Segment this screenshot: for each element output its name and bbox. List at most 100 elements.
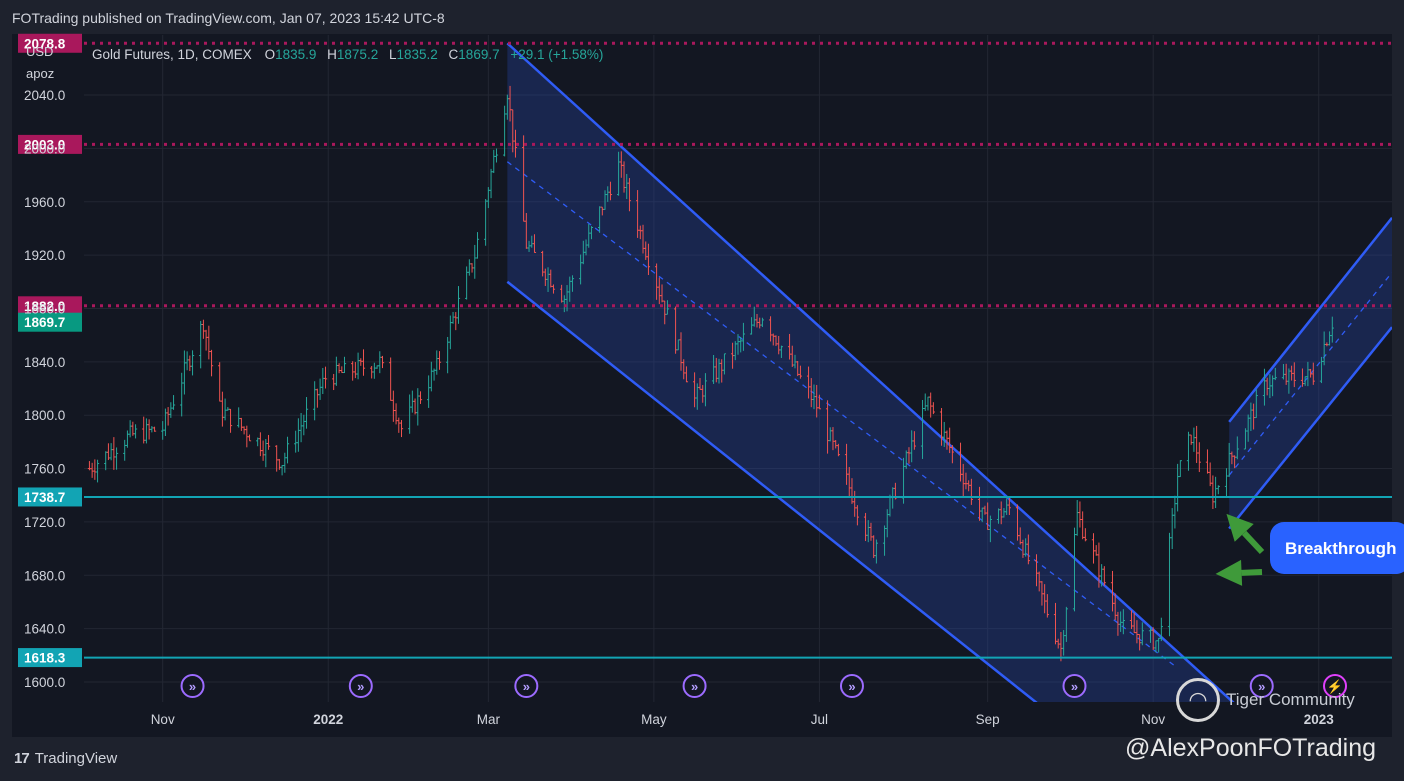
- level-tag-label: 2003.0: [24, 137, 65, 152]
- ohlc-bar: [912, 431, 916, 450]
- change-value: +29.1 (+1.58%): [510, 47, 603, 62]
- ohlc-bar: [399, 420, 404, 438]
- gridlines: [84, 35, 1392, 702]
- ohlc-bar: [1159, 617, 1163, 642]
- level-tag: [18, 487, 82, 507]
- event-marker-icon[interactable]: »: [1062, 674, 1087, 698]
- ohlc-bar: [760, 317, 765, 328]
- up-channel-lower-line: [1228, 326, 1392, 530]
- event-marker-ring[interactable]: [1249, 674, 1274, 698]
- breakthrough-callout: [1270, 522, 1404, 574]
- ohlc-bar: [1026, 534, 1030, 565]
- ohlc-bar: [1064, 606, 1068, 642]
- open-label: O: [265, 47, 276, 62]
- event-marker-ring[interactable]: [682, 674, 707, 698]
- low-value: 1835.2: [396, 47, 437, 62]
- level-tag-label: 2078.8: [24, 36, 66, 51]
- brand-text: TradingView: [34, 750, 118, 767]
- tradingview-brand[interactable]: 17 TradingView: [14, 750, 117, 767]
- event-marker-icon[interactable]: »: [514, 674, 539, 698]
- event-marker-ring[interactable]: [514, 674, 539, 698]
- ohlc-bar: [361, 349, 366, 376]
- event-marker-icon[interactable]: »: [1249, 674, 1274, 698]
- open-value: 1835.9: [275, 47, 316, 62]
- last-price-label: 1869.7: [24, 315, 65, 330]
- ohlc-bar: [570, 275, 575, 292]
- event-marker-glyph: »: [357, 679, 364, 694]
- level-tag: [18, 648, 82, 668]
- event-marker-icon[interactable]: ⚡: [1323, 674, 1348, 698]
- y-tick-label: 1880.0: [24, 301, 65, 316]
- ohlc-legend: Gold Futures, 1D, COMEX O1835.9 H1875.2 …: [92, 47, 603, 62]
- level-tag: [18, 296, 82, 316]
- ohlc-bar: [1254, 389, 1258, 419]
- event-marker-ring[interactable]: [348, 674, 373, 698]
- y-tick-label: 2040.0: [24, 88, 65, 103]
- ohlc-bar: [1197, 442, 1201, 473]
- ohlc-bar: [1273, 367, 1277, 381]
- close-label: C: [449, 47, 459, 62]
- published-header: FOTrading published on TradingView.com, …: [12, 10, 445, 26]
- ohlc-bar: [722, 353, 727, 375]
- event-marker-glyph: »: [848, 679, 855, 694]
- ohlc-bar: [247, 434, 252, 442]
- y-tick-label: 1640.0: [24, 622, 65, 637]
- ohlc-bar: [266, 434, 271, 450]
- event-marker-ring[interactable]: [1062, 674, 1087, 698]
- low-label: L: [389, 47, 397, 62]
- event-markers: » » » » » » » ⚡: [180, 674, 1348, 698]
- breakthrough-arrow-shaft: [1241, 569, 1263, 576]
- ohlc-bar: [285, 436, 290, 464]
- ohlc-bar: [779, 345, 784, 358]
- ohlc-bar: [1045, 594, 1049, 618]
- event-marker-glyph: »: [523, 679, 530, 694]
- event-marker-icon[interactable]: »: [348, 674, 373, 698]
- ohlc-bar: [228, 408, 233, 433]
- breakthrough-arrow-head: [1226, 513, 1254, 542]
- breakthrough-arrow-head: [1215, 559, 1243, 586]
- event-marker-glyph: »: [1258, 679, 1265, 694]
- legend: USD apoz Gold Futures, 1D, COMEX O1835.9…: [26, 44, 603, 81]
- x-tick-label: Nov: [1141, 712, 1165, 727]
- event-marker-icon[interactable]: »: [839, 674, 864, 698]
- ohlc-bar: [513, 129, 518, 158]
- level-tag: [18, 33, 82, 53]
- ohlc-bar: [969, 478, 973, 505]
- ohlc-bar: [342, 356, 347, 374]
- event-marker-icon[interactable]: »: [682, 674, 707, 698]
- breakthrough-arrow-shaft: [1242, 530, 1265, 555]
- ohlc-bar: [608, 181, 613, 201]
- event-marker-ring[interactable]: [180, 674, 205, 698]
- y-tick-label: 1840.0: [24, 355, 65, 370]
- x-tick-label: Jul: [811, 712, 828, 727]
- ohlc-bar: [1330, 316, 1334, 343]
- y-tick-label: 1720.0: [24, 515, 65, 530]
- high-label: H: [327, 47, 337, 62]
- y-tick-label: 1600.0: [24, 675, 65, 690]
- event-marker-ring[interactable]: [1323, 674, 1348, 698]
- ohlc-bar: [665, 300, 670, 315]
- ohlc-bar: [1178, 460, 1182, 478]
- x-tick-label: Sep: [976, 712, 1000, 727]
- ohlc-bar: [627, 178, 632, 212]
- event-marker-ring[interactable]: [839, 674, 864, 698]
- x-tick-label: Mar: [477, 712, 501, 727]
- ohlc-bar: [950, 445, 954, 464]
- ohlc-bar: [741, 322, 746, 351]
- ohlc-bar: [1311, 362, 1315, 385]
- y-tick-label: 1960.0: [24, 195, 65, 210]
- ohlc-bar: [114, 447, 119, 470]
- ohlc-bar: [817, 394, 822, 410]
- ohlc-bar: [1140, 622, 1144, 646]
- symbol-name: Gold Futures, 1D, COMEX: [92, 47, 252, 62]
- up-channel-upper-line: [1228, 216, 1392, 423]
- ohlc-bar: [551, 284, 556, 294]
- x-tick-label: 2023: [1304, 712, 1335, 727]
- tiger-community-watermark: ◠ Tiger Community: [1176, 678, 1355, 722]
- event-marker-icon[interactable]: »: [180, 674, 205, 698]
- y-tick-label: 2000.0: [24, 141, 65, 156]
- watermark-text: Tiger Community: [1226, 690, 1355, 709]
- ohlc-bar: [1083, 528, 1087, 542]
- ohlc-bar: [1007, 496, 1011, 516]
